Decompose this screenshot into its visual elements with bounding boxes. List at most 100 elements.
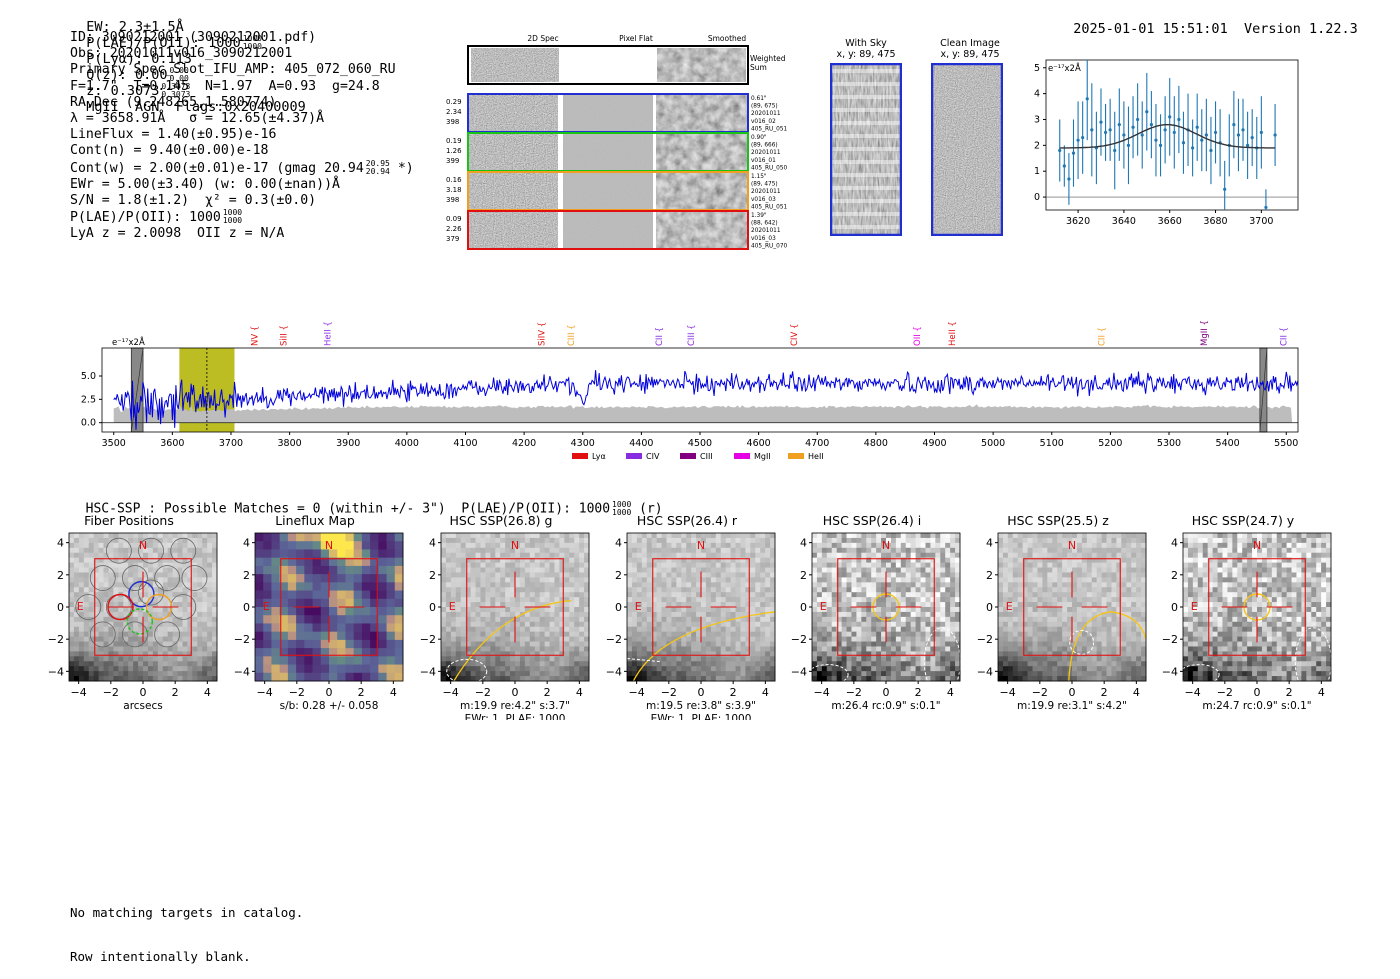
imaging-pixel [451, 592, 456, 597]
imaging-pixel [1082, 587, 1087, 592]
imaging-pixel [451, 656, 456, 661]
imaging-pixel [740, 577, 745, 582]
imaging-pixel [1018, 577, 1023, 582]
sky-stripe [830, 199, 902, 203]
imaging-pixel [676, 646, 681, 651]
imaging-pixel [716, 587, 721, 592]
imaging-pixel [930, 543, 935, 548]
imaging-pixel [1047, 582, 1052, 587]
imaging-pixel [1028, 582, 1033, 587]
imaging-pixel [495, 592, 500, 597]
imaging-pixel [1033, 607, 1038, 612]
imaging-pixel [837, 553, 842, 558]
imaging-pixel [187, 666, 192, 671]
imaging-pixel [1008, 622, 1013, 627]
imaging-pixel [896, 572, 901, 577]
lineflux-pixel [362, 673, 371, 682]
imaging-pixel [559, 612, 564, 617]
cutout-smoothed [656, 211, 747, 248]
imaging-pixel [652, 553, 657, 558]
imaging-pixel [916, 642, 921, 647]
imaging-pixel [1018, 607, 1023, 612]
imaging-pixel [490, 563, 495, 568]
imaging-pixel [935, 577, 940, 582]
imaging-pixel [569, 656, 574, 661]
imaging-pixel [446, 622, 451, 627]
imaging-pixel [856, 582, 861, 587]
imaging-pixel [706, 553, 711, 558]
imaging-pixel [1047, 563, 1052, 568]
imaging-pixel [89, 671, 94, 676]
imaging-panel-title: Fiber Positions [39, 513, 219, 528]
imaging-pixel [676, 651, 681, 656]
imaging-pixel [736, 568, 741, 573]
spec-line-label: CII { [655, 327, 665, 346]
imaging-pixel [921, 607, 926, 612]
imaging-pixel [716, 553, 721, 558]
imaging-pixel [197, 602, 202, 607]
imaging-pixel [647, 558, 652, 563]
imaging-pixel [832, 602, 837, 607]
imaging-pixel [930, 582, 935, 587]
imaging-pixel [760, 538, 765, 543]
imaging-pixel [441, 617, 446, 622]
clean-image [931, 63, 1003, 236]
imaging-pixel [133, 592, 138, 597]
imaging-pixel [832, 558, 837, 563]
sky-stripe [830, 160, 902, 164]
imaging-pixel [178, 646, 183, 651]
imaging-pixel [495, 607, 500, 612]
imaging-pixel [881, 602, 886, 607]
imaging-pixel [696, 651, 701, 656]
imaging-pixel [891, 538, 896, 543]
imaging-pixel [202, 597, 207, 602]
lineflux-pixel [271, 541, 280, 550]
imaging-pixel [871, 637, 876, 642]
imaging-pixel [143, 671, 148, 676]
imaging-pixel [525, 538, 530, 543]
imaging-pixel [530, 637, 535, 642]
imaging-ytick-label: 4 [243, 537, 250, 550]
imaging-pixel [701, 642, 706, 647]
imaging-pixel [490, 671, 495, 676]
imaging-pixel [721, 538, 726, 543]
imaging-pixel [666, 538, 671, 543]
imaging-pixel [666, 572, 671, 577]
lineflux-pixel [304, 640, 313, 649]
imaging-pixel [133, 572, 138, 577]
imaging-pixel [446, 587, 451, 592]
imaging-pixel [574, 553, 579, 558]
imaging-pixel [881, 656, 886, 661]
imaging-pixel [871, 568, 876, 573]
imaging-pixel [642, 548, 647, 553]
imaging-pixel [812, 592, 817, 597]
imaging-pixel [554, 553, 559, 558]
imaging-pixel [104, 646, 109, 651]
imaging-pixel [1107, 622, 1112, 627]
imaging-pixel [1126, 582, 1131, 587]
imaging-pixel [1057, 572, 1062, 577]
imaging-pixel [911, 651, 916, 656]
lineflux-pixel [321, 599, 330, 608]
imaging-pixel [812, 671, 817, 676]
imaging-pixel [686, 617, 691, 622]
imaging-pixel [906, 651, 911, 656]
imaging-pixel [930, 577, 935, 582]
imaging-pixel [671, 651, 676, 656]
imaging-pixel [564, 646, 569, 651]
imaging-pixel [657, 543, 662, 548]
imaging-pixel [1042, 568, 1047, 573]
imaging-pixel [760, 617, 765, 622]
imaging-pixel [1121, 587, 1126, 592]
imaging-pixel [832, 592, 837, 597]
imaging-pixel [627, 582, 632, 587]
imaging-pixel [681, 538, 686, 543]
imaging-pixel [847, 642, 852, 647]
imaging-pixel [832, 622, 837, 627]
imaging-ytick-label: 4 [615, 537, 622, 550]
lineflux-pixel [337, 640, 346, 649]
imaging-pixel [691, 553, 696, 558]
imaging-pixel [1077, 602, 1082, 607]
imaging-pixel [817, 656, 822, 661]
imaging-pixel [1116, 543, 1121, 548]
